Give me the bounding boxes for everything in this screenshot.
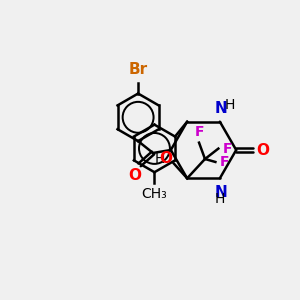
Text: F: F (220, 155, 229, 169)
Text: Br: Br (128, 62, 148, 77)
Text: H: H (215, 192, 225, 206)
Text: O: O (129, 168, 142, 183)
Text: O: O (159, 152, 172, 166)
Text: N: N (215, 185, 228, 200)
Text: H: H (155, 152, 166, 166)
Text: CH₃: CH₃ (142, 187, 167, 201)
Text: H: H (225, 98, 236, 112)
Text: O: O (256, 142, 269, 158)
Text: F: F (194, 125, 204, 139)
Text: N: N (215, 101, 228, 116)
Text: F: F (223, 142, 232, 156)
